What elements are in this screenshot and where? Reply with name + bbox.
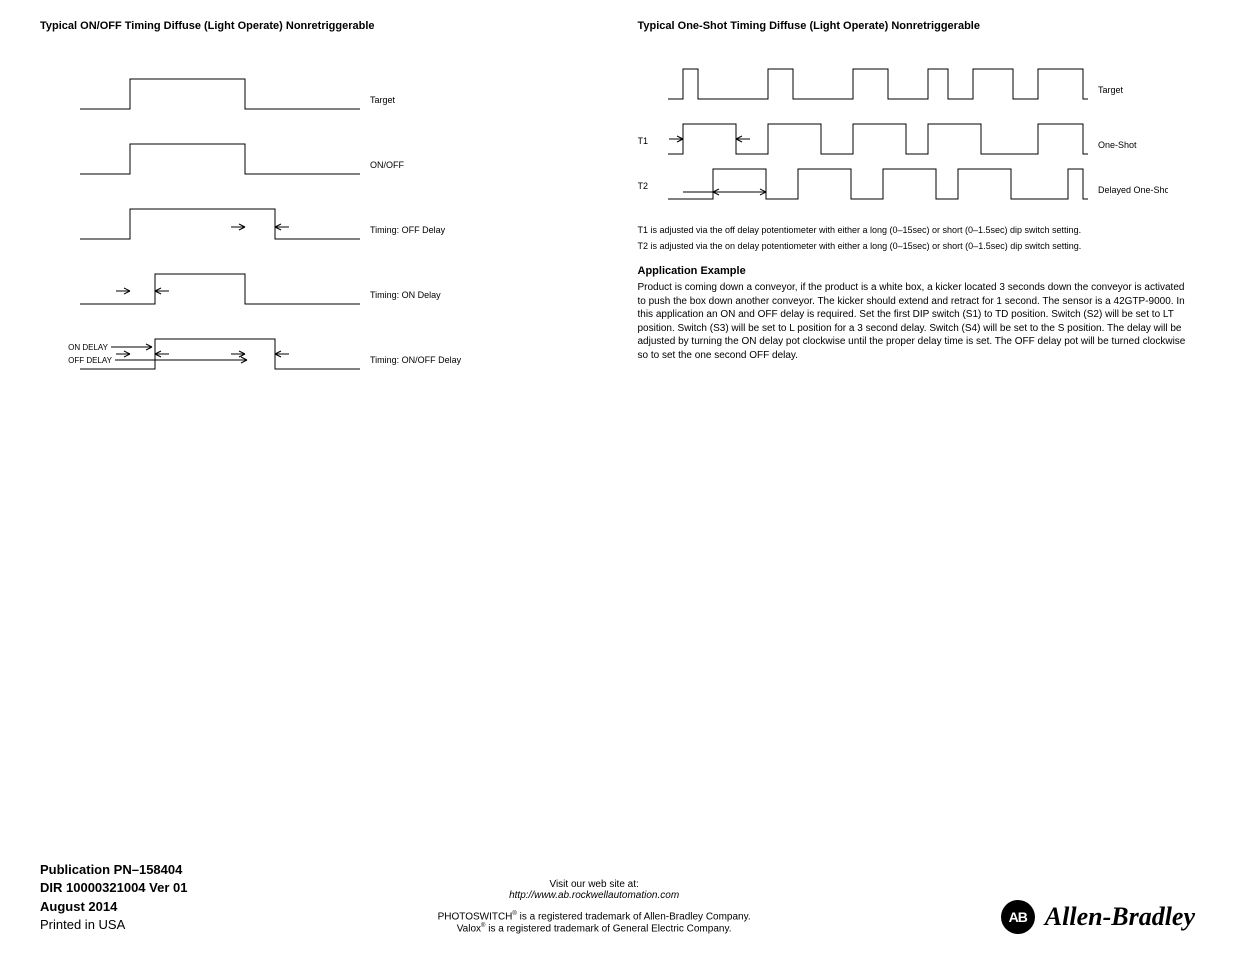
right-diagram-svg: Target One-Shot T1 Delayed One-Shot T2 xyxy=(638,44,1168,214)
publication-info: Publication PN–158404 DIR 10000321004 Ve… xyxy=(40,861,187,934)
svg-text:Target: Target xyxy=(370,95,396,105)
allen-bradley-logo: AB Allen-Bradley xyxy=(1001,900,1195,934)
left-section-title: Typical ON/OFF Timing Diffuse (Light Ope… xyxy=(40,20,598,32)
note-t1: T1 is adjusted via the off delay potenti… xyxy=(638,225,1196,235)
svg-text:Timing: OFF Delay: Timing: OFF Delay xyxy=(370,225,446,235)
web-url: http://www.ab.rockwellautomation.com xyxy=(438,890,751,901)
right-timing-diagram: Target One-Shot T1 Delayed One-Shot T2 xyxy=(638,44,1196,219)
trademark-block: PHOTOSWITCH® is a registered trademark o… xyxy=(438,911,751,934)
note-t2: T2 is adjusted via the on delay potentio… xyxy=(638,241,1196,251)
pub-printed: Printed in USA xyxy=(40,916,187,934)
svg-text:Timing: ON Delay: Timing: ON Delay xyxy=(370,290,441,300)
ab-logo-text: Allen-Bradley xyxy=(1045,902,1195,932)
svg-text:T1: T1 xyxy=(638,136,648,146)
svg-text:Timing: ON/OFF Delay: Timing: ON/OFF Delay xyxy=(370,355,462,365)
tm-photoswitch: PHOTOSWITCH xyxy=(438,912,513,923)
svg-text:One-Shot: One-Shot xyxy=(1098,140,1137,150)
tm-valox: Valox xyxy=(457,923,481,934)
web-visit-label: Visit our web site at: xyxy=(438,879,751,890)
svg-text:T2: T2 xyxy=(638,181,648,191)
svg-text:ON DELAY: ON DELAY xyxy=(68,343,109,352)
application-example-body: Product is coming down a conveyor, if th… xyxy=(638,281,1196,362)
right-section-title: Typical One-Shot Timing Diffuse (Light O… xyxy=(638,20,1196,32)
svg-text:Delayed One-Shot: Delayed One-Shot xyxy=(1098,185,1168,195)
pub-dir: DIR 10000321004 Ver 01 xyxy=(40,879,187,897)
svg-text:Target: Target xyxy=(1098,85,1124,95)
web-info: Visit our web site at: http://www.ab.roc… xyxy=(438,879,751,934)
tm-valox-suffix: is a registered trademark of General Ele… xyxy=(485,923,731,934)
tm-photoswitch-suffix: is a registered trademark of Allen-Bradl… xyxy=(517,912,751,923)
svg-text:OFF DELAY: OFF DELAY xyxy=(68,356,113,365)
ab-badge-icon: AB xyxy=(1001,900,1035,934)
left-timing-diagram: Target ON/OFF Timing: OFF Delay Timing: ON … xyxy=(40,44,598,389)
pub-number: Publication PN–158404 xyxy=(40,861,187,879)
svg-text:ON/OFF: ON/OFF xyxy=(370,160,404,170)
pub-date: August 2014 xyxy=(40,898,187,916)
application-example-title: Application Example xyxy=(638,265,1196,277)
left-diagram-svg: Target ON/OFF Timing: OFF Delay Timing: ON … xyxy=(40,44,540,384)
